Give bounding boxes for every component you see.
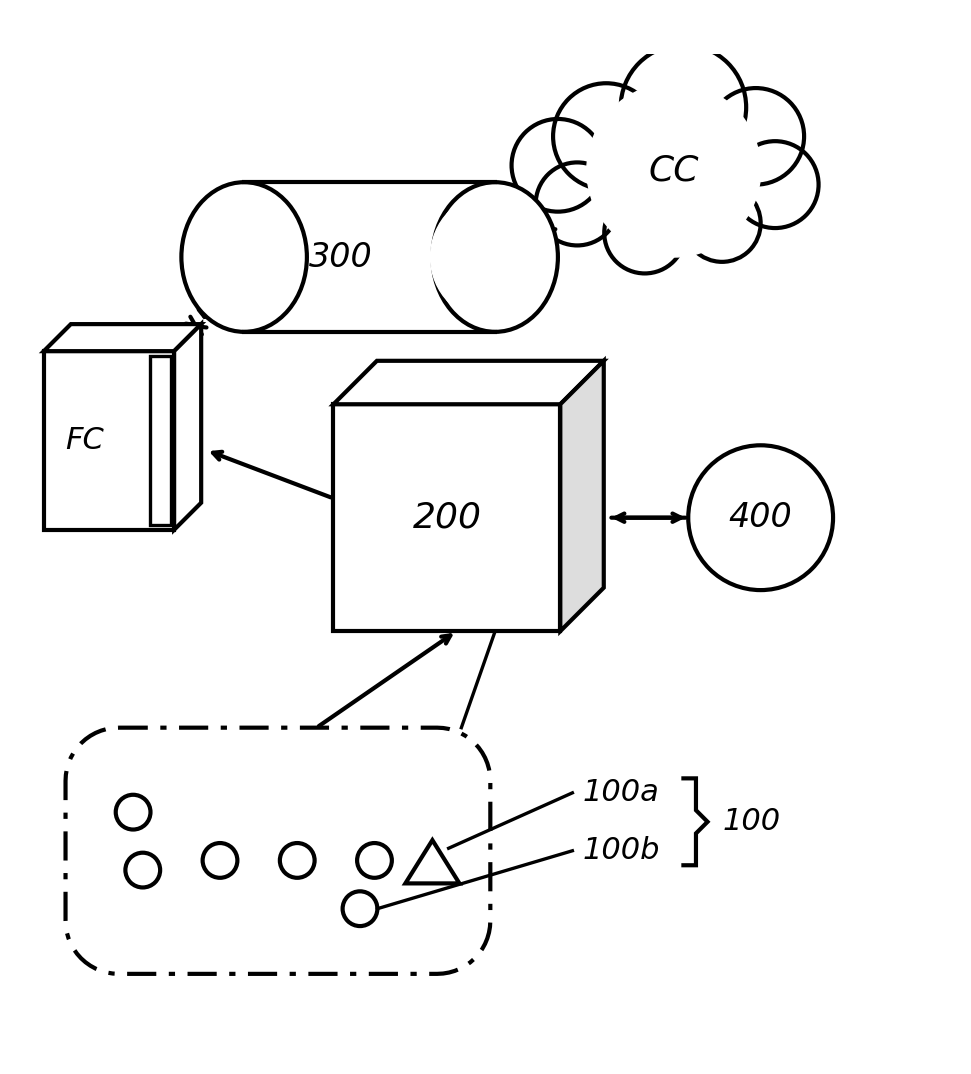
Polygon shape [174, 324, 201, 529]
Bar [44, 351, 174, 529]
Circle shape [708, 88, 804, 185]
Text: 200: 200 [413, 500, 482, 535]
Text: 100b: 100b [582, 837, 659, 866]
Bar [333, 404, 560, 632]
Circle shape [688, 446, 833, 590]
Polygon shape [560, 361, 604, 632]
Text: 100: 100 [722, 808, 780, 837]
Circle shape [620, 45, 746, 170]
Polygon shape [44, 324, 201, 351]
Text: 400: 400 [729, 502, 792, 534]
Ellipse shape [182, 183, 307, 332]
Text: 300: 300 [309, 241, 373, 274]
Text: FC: FC [65, 426, 104, 455]
Polygon shape [333, 361, 604, 404]
Circle shape [684, 185, 760, 262]
Wedge shape [430, 192, 495, 322]
Ellipse shape [432, 183, 558, 332]
Circle shape [536, 162, 619, 246]
Bar [244, 183, 495, 332]
Circle shape [732, 141, 819, 228]
Circle shape [553, 84, 659, 189]
Circle shape [604, 192, 686, 274]
Circle shape [512, 119, 604, 212]
Text: CC: CC [649, 154, 699, 187]
Circle shape [586, 84, 760, 257]
Bar [150, 355, 171, 525]
Text: 100a: 100a [582, 779, 659, 808]
